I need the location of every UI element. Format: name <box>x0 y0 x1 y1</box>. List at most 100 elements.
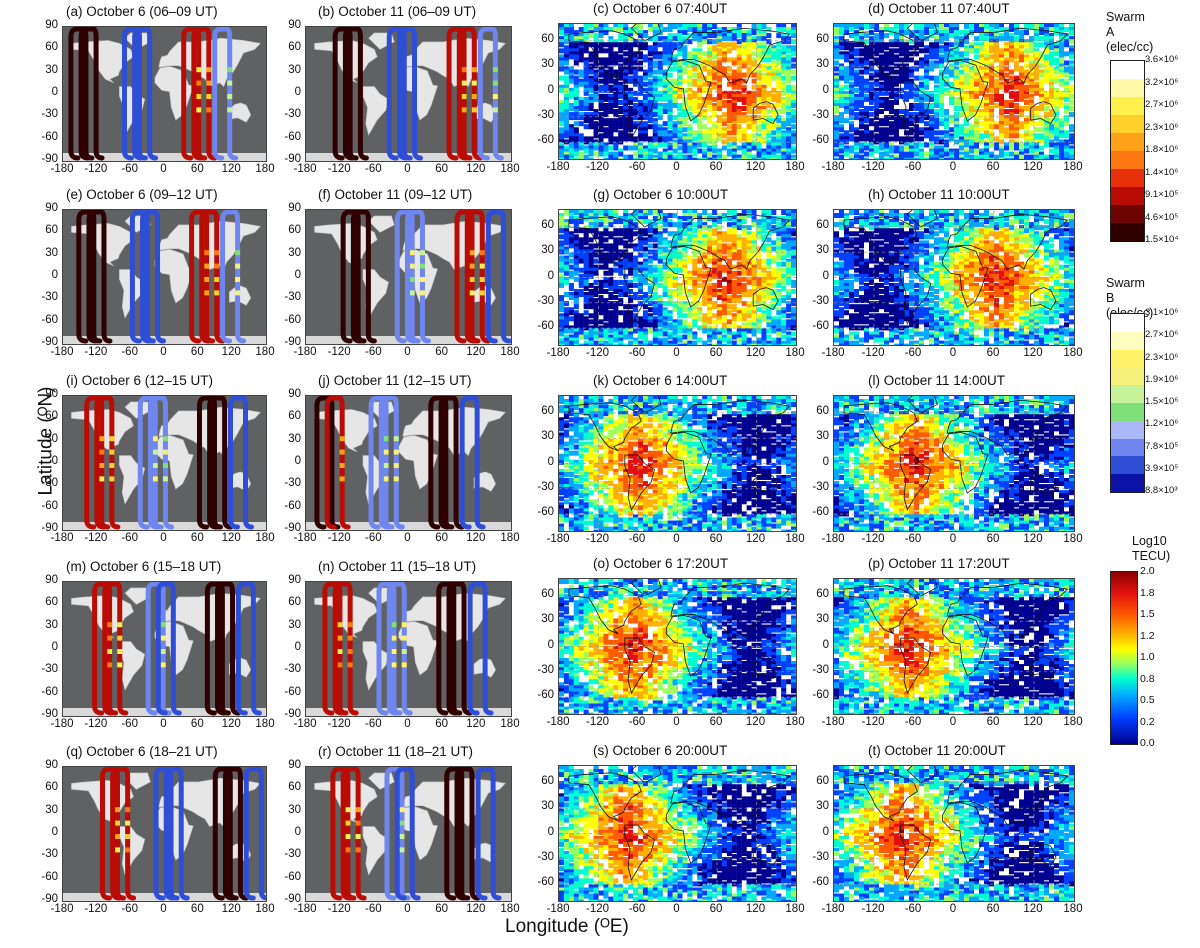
tec-cell <box>894 133 899 139</box>
tec-cell <box>989 130 994 136</box>
tec-cell <box>702 115 708 121</box>
tec-cell <box>692 228 698 234</box>
satellite-track <box>205 210 226 344</box>
tec-cell <box>598 264 604 270</box>
tec-cell <box>781 102 787 108</box>
tec-cell <box>573 313 579 319</box>
tec-cell <box>608 66 614 72</box>
tec-cell <box>588 136 594 142</box>
y-tick-label: -60 <box>41 130 58 143</box>
tec-cell <box>721 246 727 252</box>
tec-cell <box>746 115 752 121</box>
tec-cell <box>746 213 752 219</box>
tec-cell <box>657 106 663 112</box>
coastline <box>568 30 642 80</box>
tec-cell <box>1044 118 1049 124</box>
tec-cell <box>593 87 599 93</box>
tec-cell <box>1069 84 1074 90</box>
tec-cell <box>583 292 589 298</box>
tec-cell <box>721 27 727 33</box>
tec-cell <box>721 51 727 57</box>
tec-cell <box>642 87 648 93</box>
tec-cell <box>894 154 899 159</box>
satellite-track <box>378 396 391 530</box>
tec-cell <box>707 57 713 63</box>
tec-cell <box>588 216 594 222</box>
tec-cell <box>964 148 969 154</box>
tec-cell <box>1034 24 1039 29</box>
tec-cell <box>717 246 722 252</box>
tec-cell <box>889 109 894 115</box>
tec-cell <box>766 304 772 310</box>
tec-cell <box>741 157 747 159</box>
tec-cell <box>608 99 614 105</box>
tec-cell <box>919 157 924 159</box>
tec-cell <box>1059 66 1064 72</box>
tec-cell <box>702 39 708 45</box>
tec-cell <box>578 279 584 285</box>
tec-cell <box>771 48 777 54</box>
tec-cell <box>859 118 864 124</box>
tec-cell <box>741 237 747 243</box>
tec-cell <box>642 30 648 36</box>
tec-cell <box>633 231 639 237</box>
tec-cells <box>559 24 796 159</box>
tec-cell <box>1034 63 1039 69</box>
tec-cell <box>944 133 949 139</box>
tec-cell <box>687 75 693 81</box>
tec-cell <box>677 81 683 87</box>
tec-cell <box>647 225 653 231</box>
density-segment <box>409 263 415 269</box>
tec-cell <box>954 106 959 112</box>
tec-cell <box>1049 142 1054 148</box>
tec-cell <box>598 57 604 63</box>
tec-cell <box>721 33 727 39</box>
tec-cell <box>1059 69 1064 75</box>
tec-cell <box>692 298 698 304</box>
tec-cell <box>869 72 874 78</box>
tec-cell <box>657 112 663 118</box>
tec-cell <box>598 127 604 133</box>
tec-cell <box>687 234 693 240</box>
tec-cell <box>618 36 624 42</box>
tec-cell <box>692 285 698 291</box>
tec-cell <box>834 109 839 115</box>
tec-cell <box>598 234 604 240</box>
satellite-track <box>84 27 105 161</box>
tec-cell <box>588 264 594 270</box>
tec-cell <box>879 154 884 159</box>
tec-cell <box>934 148 939 154</box>
tec-cell <box>657 157 663 159</box>
tec-cell <box>929 154 934 159</box>
density-segment <box>347 649 353 654</box>
tec-cell <box>628 136 634 142</box>
tec-cell <box>834 24 839 29</box>
coastline <box>665 59 712 122</box>
tec-cell <box>712 304 718 310</box>
tec-cell <box>613 219 619 225</box>
x-tick-label: 180 <box>1063 161 1083 173</box>
tec-cell <box>741 136 747 142</box>
tec-cell <box>781 87 787 93</box>
tec-cell <box>726 36 732 42</box>
tec-cell <box>598 69 604 75</box>
tec-cell <box>588 121 594 127</box>
tec-cell <box>692 99 698 105</box>
tec-cell <box>633 54 639 60</box>
x-tick-label: 180 <box>255 532 275 544</box>
tec-cell <box>1054 51 1059 57</box>
tec-cell <box>1049 42 1054 48</box>
tec-cell <box>786 106 792 112</box>
tec-cell <box>593 219 599 225</box>
tec-cell <box>573 148 579 154</box>
tec-cell <box>1014 102 1019 108</box>
satellite-track <box>110 767 123 901</box>
tec-cell <box>638 66 643 72</box>
tec-cell <box>1024 130 1029 136</box>
tec-cell <box>573 145 579 151</box>
tec-cell <box>1034 66 1039 72</box>
satellite-track <box>342 27 355 161</box>
tec-cell <box>934 109 939 115</box>
tec-cell <box>899 154 904 159</box>
tec-cell <box>593 112 599 118</box>
